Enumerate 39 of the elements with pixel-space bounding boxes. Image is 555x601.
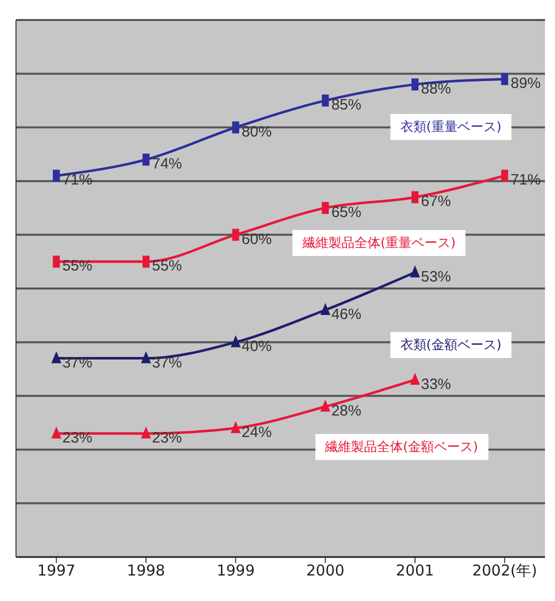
data-label: 60%	[242, 230, 272, 248]
point	[141, 426, 152, 438]
data-label: 67%	[420, 193, 452, 210]
x-tick-label: 1997	[37, 562, 76, 580]
data-label: 46%	[331, 306, 362, 323]
data-label: 55%	[152, 258, 182, 275]
data-label: 37%	[62, 354, 92, 372]
x-tick-label: 2002(年)	[472, 562, 538, 580]
point	[320, 302, 330, 315]
text: 繊維製品全体(金額ベース)	[314, 434, 488, 460]
x-tick-label: 2001	[396, 562, 434, 580]
data-label: 65%	[331, 204, 362, 221]
text: 衣類(重量ベース)	[390, 114, 512, 140]
data-label: 24%	[242, 424, 272, 442]
data-label: 74%	[152, 156, 182, 173]
text: 衣類(金額ベース)	[390, 332, 512, 358]
point	[51, 351, 62, 364]
point	[51, 426, 62, 438]
point	[410, 372, 420, 385]
data-label: 40%	[242, 338, 272, 356]
data-label: 33%	[420, 376, 452, 393]
x-tick-label: 1999	[216, 562, 255, 580]
data-label: 85%	[331, 96, 362, 114]
point	[230, 421, 241, 434]
data-label: 37%	[152, 354, 182, 372]
x-tick-label: 2000	[306, 562, 344, 580]
series-label: 繊維製品全体(重量ベース)	[292, 230, 466, 256]
x-tick-label: 1998	[126, 562, 166, 580]
data-label: 23%	[152, 429, 182, 446]
point	[410, 265, 420, 278]
data-label: 80%	[242, 123, 272, 140]
data-label: 28%	[331, 402, 362, 420]
data-label: 53%	[420, 268, 452, 286]
point	[320, 400, 330, 412]
data-label: 88%	[420, 80, 452, 98]
data-label: 55%	[62, 258, 92, 275]
point	[141, 351, 152, 364]
point	[230, 335, 241, 348]
data-label: 89%	[510, 75, 541, 92]
